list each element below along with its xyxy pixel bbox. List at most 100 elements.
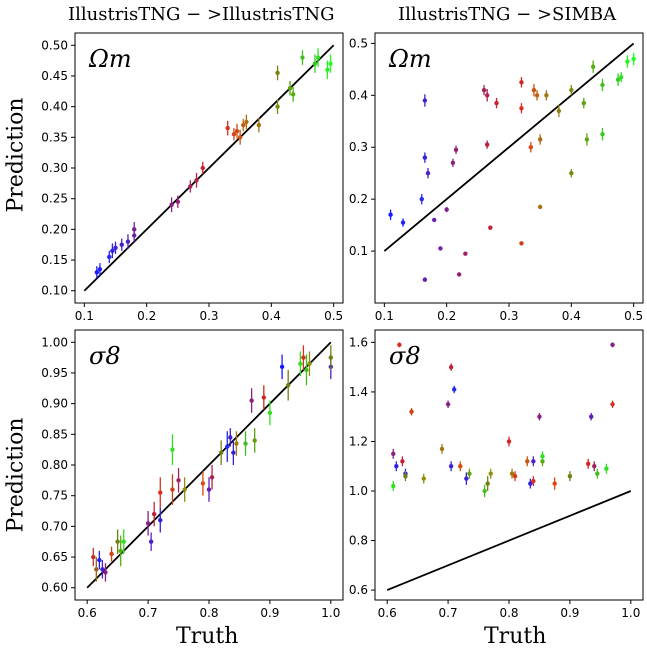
data-point <box>237 135 243 140</box>
data-point <box>94 567 99 572</box>
subplot-3: 0.6 0.7 0.8 0.9 1.0 0.6 0.8 1.0 1.2 1.4 1.6 σ8 <box>349 329 644 620</box>
y-tick-label: 0.25 <box>41 192 68 206</box>
data-point <box>125 239 131 244</box>
data-point <box>422 98 428 103</box>
data-point <box>451 387 457 392</box>
data-point <box>425 170 431 176</box>
data-point <box>432 217 437 223</box>
xlabel-left: Truth <box>176 624 239 649</box>
data-point <box>209 475 215 480</box>
data-point <box>403 473 408 479</box>
axes-frame <box>374 329 644 601</box>
y-tick-label: 0.90 <box>41 397 68 411</box>
data-point <box>151 511 157 517</box>
subplot-2: 0.6 0.7 0.8 0.9 1.0 0.60 0.65 0.70 0.75 0.80 0.85 0… <box>41 329 344 620</box>
column-title-left: IllustrisTNG − >IllustrisTNG <box>68 4 335 25</box>
y-tick-label: 0.1 <box>349 244 368 258</box>
data-point <box>439 446 445 452</box>
data-point <box>100 567 105 572</box>
data-point <box>275 104 280 109</box>
y-tick-label: 1.4 <box>349 385 368 399</box>
data-point <box>482 488 487 494</box>
data-point <box>444 207 449 212</box>
data-point <box>304 367 309 373</box>
y-tick-label: 0.45 <box>41 69 68 83</box>
data-point <box>234 128 240 134</box>
x-tick-label: 0.4 <box>262 309 281 323</box>
data-point <box>409 409 414 414</box>
y-tick-label: 0.95 <box>41 366 68 380</box>
data-point <box>600 82 605 88</box>
data-point <box>175 199 181 204</box>
x-tick-label: 0.9 <box>260 606 279 620</box>
data-point <box>506 439 512 444</box>
x-tick-label: 0.3 <box>199 309 218 323</box>
x-tick-label: 1.0 <box>621 606 640 620</box>
data-point <box>625 59 630 64</box>
data-point <box>519 241 524 246</box>
data-point <box>528 145 534 150</box>
data-point <box>94 270 100 275</box>
data-point <box>170 447 175 452</box>
data-point <box>328 61 333 66</box>
data-point <box>256 122 262 128</box>
data-point <box>525 459 530 464</box>
data-point <box>528 481 533 486</box>
data-point <box>115 539 120 544</box>
x-tick-label: 0.9 <box>560 606 579 620</box>
y-tick-label: 0.70 <box>41 519 68 533</box>
data-point <box>170 487 175 492</box>
y-tick-label: 0.60 <box>41 581 68 595</box>
data-point <box>158 490 163 495</box>
y-tick-label: 0.8 <box>349 534 368 548</box>
data-point <box>194 178 199 183</box>
data-point <box>537 137 543 142</box>
data-point <box>569 87 574 93</box>
data-point <box>422 277 428 282</box>
y-tick-label: 0.15 <box>41 253 68 267</box>
data-point <box>484 142 490 147</box>
data-point <box>394 464 399 469</box>
data-point <box>231 132 237 137</box>
data-point <box>463 251 468 256</box>
data-point <box>531 459 536 464</box>
y-tick-label: 0.40 <box>41 100 68 114</box>
data-point <box>275 70 280 76</box>
data-point <box>225 125 230 131</box>
data-point <box>267 410 273 416</box>
data-point <box>312 61 318 66</box>
data-point <box>121 539 126 544</box>
y-tick-label: 0.85 <box>41 427 68 441</box>
data-point <box>388 212 393 217</box>
data-point <box>537 204 543 210</box>
column-title-right: IllustrisTNG − >SIMBA <box>398 4 617 25</box>
data-point <box>261 395 267 400</box>
identity-line <box>83 44 335 292</box>
y-tick-label: 0.75 <box>41 489 68 503</box>
subplot-0: 0.1 0.2 0.3 0.4 0.5 0.10 0.15 0.20 0.25 0.30 0.35 0… <box>41 32 344 323</box>
data-point <box>119 242 124 247</box>
data-point <box>252 438 257 443</box>
x-tick-label: 0.6 <box>378 606 397 620</box>
data-point <box>244 119 249 125</box>
y-tick-label: 0.10 <box>41 284 68 298</box>
data-point <box>176 478 181 483</box>
data-point <box>279 364 285 370</box>
identity-line <box>86 341 332 589</box>
data-point <box>287 86 293 91</box>
data-point <box>145 521 151 526</box>
data-point <box>552 481 557 486</box>
data-point <box>445 402 451 407</box>
data-point <box>169 202 174 208</box>
data-point <box>298 361 303 366</box>
data-point <box>519 80 524 85</box>
y-tick-label: 0.35 <box>41 130 68 144</box>
data-point <box>512 473 518 479</box>
y-tick-label: 0.30 <box>41 161 68 175</box>
data-point <box>300 55 305 60</box>
data-point <box>585 461 591 466</box>
x-tick-label: 0.8 <box>499 606 518 620</box>
data-point <box>537 414 542 419</box>
data-point <box>450 160 456 166</box>
data-point <box>218 450 224 455</box>
